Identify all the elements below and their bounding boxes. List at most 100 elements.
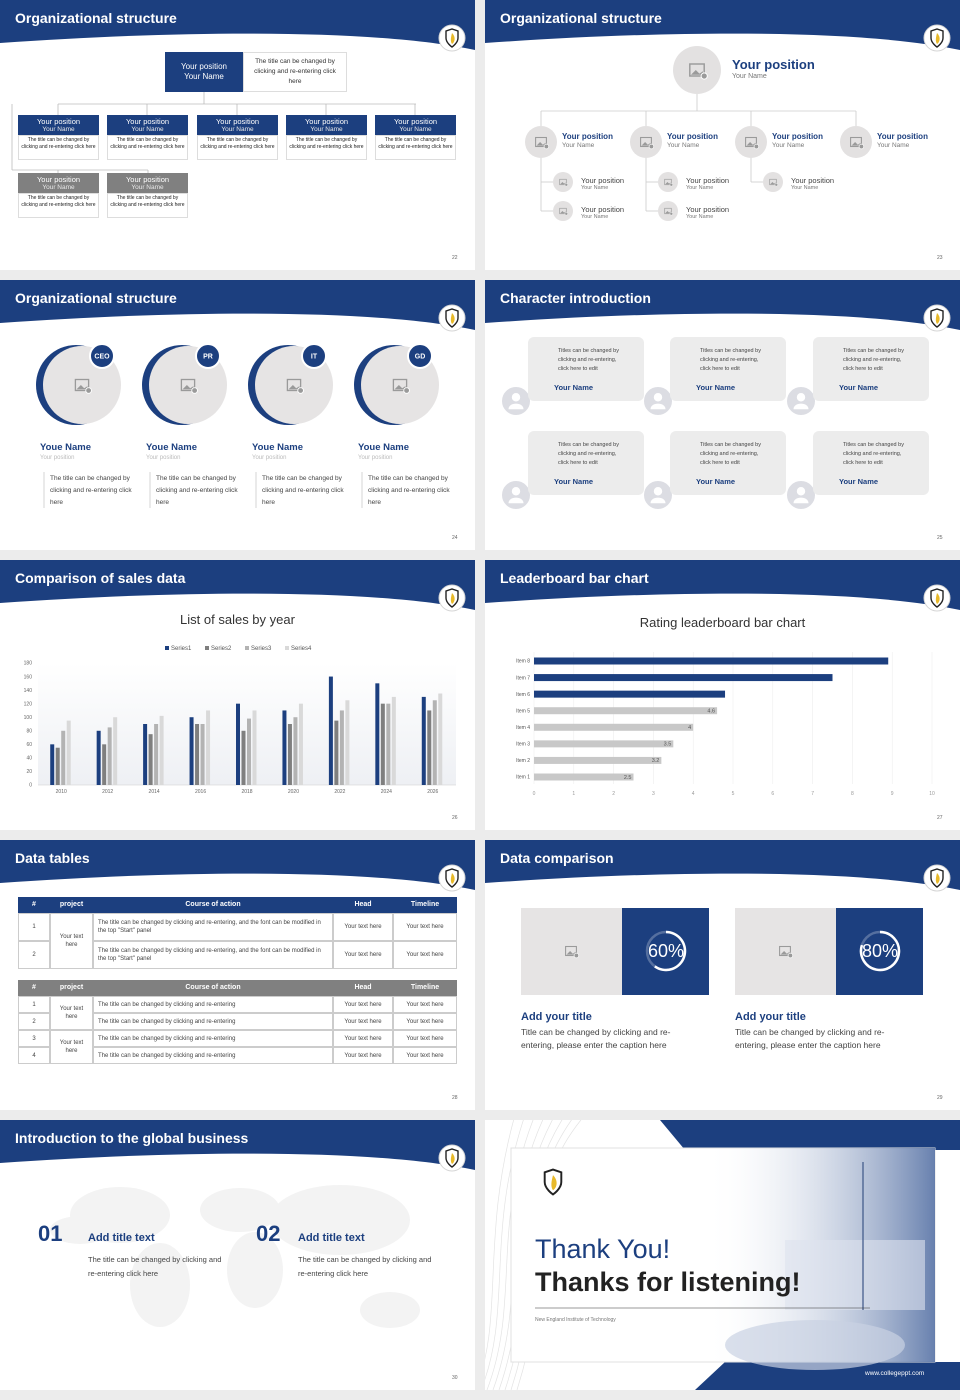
legend-label: Series4	[291, 646, 312, 652]
bar	[50, 744, 55, 785]
slide-graphics	[0, 840, 475, 892]
image-frame	[559, 178, 567, 186]
image-mountain	[665, 182, 671, 185]
member-body	[18, 193, 99, 218]
value-label: 3.2	[652, 758, 660, 764]
avatar-head	[511, 487, 521, 496]
member-body	[286, 135, 367, 160]
bar	[293, 717, 298, 785]
avatar-body	[793, 403, 809, 410]
table-header-cell: Head	[354, 984, 372, 991]
value-label: 3.5	[664, 742, 672, 748]
y-tick-label: Item 5	[516, 708, 530, 714]
top-text: The title can be changed by clicking and…	[254, 58, 336, 85]
item-title: Add your title	[735, 1011, 806, 1023]
badge	[195, 343, 221, 369]
logo	[438, 864, 466, 892]
member-position: Your position	[393, 117, 438, 126]
logo-flame	[450, 33, 455, 44]
image-icon	[559, 207, 568, 216]
percent-label: 80%	[861, 941, 899, 961]
card-text: Titles can be changed by clicking and re…	[700, 348, 761, 372]
page-number: 30	[452, 1375, 458, 1381]
member-text: The title can be changed by clicking and…	[21, 137, 96, 150]
slide: 0 1 2 3 4 5 6 7 8 9 10 Item 1 2.5 Item 2 3.2 Item 3 3.5 I…	[485, 560, 960, 830]
logo-flame	[935, 33, 940, 44]
site-url: www.collegeppt.com	[865, 1370, 925, 1377]
cell-text: The title can be changed by clicking and…	[98, 1035, 236, 1042]
bar	[339, 710, 344, 785]
bar	[391, 696, 396, 785]
legend-swatch	[245, 646, 249, 650]
cell-text: The title can be changed by clicking and…	[98, 948, 321, 962]
image-plus	[700, 72, 708, 80]
slide: Introduction to the global business 30 01 A…	[0, 1120, 475, 1390]
table-cell	[93, 1013, 333, 1030]
table-header	[18, 980, 457, 996]
logo-shield	[543, 1168, 563, 1196]
item-title: Add title text	[88, 1232, 155, 1244]
bar	[380, 703, 385, 785]
image-plus	[564, 212, 568, 216]
table-cell	[18, 1030, 50, 1047]
image-frame	[769, 178, 777, 186]
table-cell	[93, 1047, 333, 1064]
image-mountain	[536, 142, 546, 146]
legend-label: Series2	[211, 646, 232, 652]
member-body	[197, 135, 278, 160]
y-tick-label: 20	[26, 769, 32, 775]
image-icon	[769, 178, 778, 187]
legend-label: Series3	[251, 646, 272, 652]
cell-text: Your text here	[344, 952, 382, 958]
member-header	[18, 115, 99, 135]
page-number: 24	[452, 535, 458, 541]
level3-avatar	[553, 201, 573, 221]
bar	[107, 727, 112, 785]
person-role: Your position	[252, 455, 287, 461]
card	[528, 337, 644, 401]
bar	[61, 730, 66, 785]
image-plus	[564, 183, 568, 187]
logo	[438, 1144, 466, 1172]
y-tick-label: Item 1	[516, 775, 530, 781]
x-tick-label: 5	[732, 791, 735, 797]
person-text: The title can be changed by clicking and…	[368, 475, 450, 506]
y-tick-label: 140	[24, 688, 33, 694]
y-tick-label: Item 3	[516, 742, 530, 748]
bar	[375, 683, 380, 785]
card-name: Your Name	[696, 477, 736, 486]
cell-text: Your text here	[406, 924, 444, 930]
member-position: Your position	[36, 117, 81, 126]
image-icon	[779, 945, 794, 959]
table-cell	[18, 1013, 50, 1030]
slide: Organizational structure 23 Your position Y…	[485, 0, 960, 270]
percent-label: 60%	[647, 941, 685, 961]
table-cell	[333, 941, 393, 969]
member-position: Your position	[125, 175, 170, 184]
cell-text: Your text here	[344, 1035, 382, 1042]
table-cell	[93, 1030, 333, 1047]
member-name: Your Name	[221, 126, 254, 133]
project-cell: Your text here	[59, 1040, 84, 1054]
x-tick-label: 2	[612, 791, 615, 797]
top-position: Your position	[181, 62, 227, 71]
logo-shield	[445, 308, 459, 328]
bar	[287, 724, 292, 785]
bar	[421, 696, 426, 785]
top-name: Your Name	[732, 73, 767, 80]
cell-text: The title can be changed by clicking and…	[98, 920, 321, 934]
table-cell	[93, 941, 333, 969]
header-band	[0, 280, 475, 330]
logo-shield	[930, 868, 944, 888]
image-mountain	[76, 385, 88, 390]
image-frame	[559, 207, 567, 215]
slide: Character introduction 25 Titles can be ch…	[485, 280, 960, 550]
top-position: Your position	[732, 57, 815, 72]
project-cell: Your text here	[59, 934, 84, 948]
level2-avatar	[735, 126, 767, 158]
bar	[534, 773, 634, 781]
member-position: Your position	[304, 117, 349, 126]
member-header	[197, 115, 278, 135]
bar	[282, 710, 287, 785]
image-frame	[640, 136, 652, 148]
